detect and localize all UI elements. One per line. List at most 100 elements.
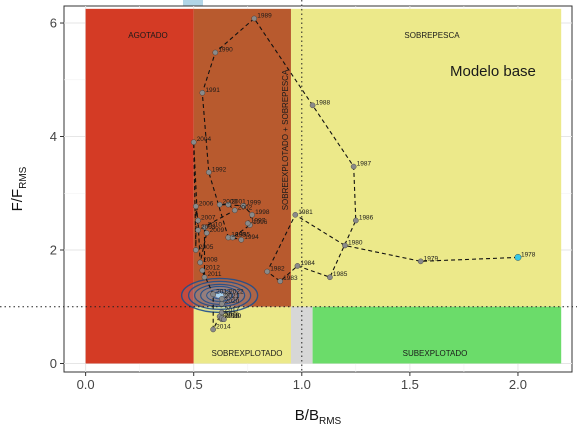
point-2011: [201, 274, 208, 281]
year-label-2020: 2020: [225, 298, 240, 305]
year-label-2012: 2012: [205, 264, 220, 271]
year-label-2000: 2000: [223, 199, 238, 206]
point-2009: [203, 230, 210, 236]
point-2021: [219, 295, 225, 302]
zone-labels: AGOTADO SOBREEXPLOTADO + SOBREPESCA SOBREP…: [128, 31, 467, 358]
point-1978: [514, 253, 522, 261]
density-contour: [180, 277, 259, 314]
year-label-1991: 1991: [205, 87, 220, 94]
point-2005: [193, 247, 199, 253]
point-1995: [229, 234, 236, 241]
year-label-2010: 2010: [208, 221, 223, 228]
zone-label-3: SOBREXPLOTADO: [212, 349, 283, 358]
year-label-2007: 2007: [201, 214, 216, 221]
year-label-1999: 1999: [246, 200, 261, 207]
point-1984: [294, 263, 301, 269]
point-1990: [212, 49, 219, 56]
zone-4: [290, 306, 313, 364]
y-axis-title-main: F/F: [9, 189, 26, 212]
point-1982: [264, 268, 271, 275]
point-2008: [197, 259, 203, 266]
zone-0: [85, 8, 194, 364]
year-label-1978: 1978: [521, 251, 536, 258]
point-1986: [353, 217, 359, 224]
point-2001: [225, 201, 232, 208]
y-axis-title: F/FRMS: [9, 166, 29, 211]
y-axis-title-sub: RMS: [18, 166, 29, 189]
year-label-1987: 1987: [357, 161, 372, 168]
point-1989: [251, 15, 258, 22]
point-2000: [216, 201, 223, 208]
year-label-2019: 2019: [227, 313, 242, 320]
top-decor: [183, 0, 203, 10]
x-axis-title-sub: RMS: [319, 416, 342, 427]
year-label-1984: 1984: [300, 260, 315, 267]
point-1997: [244, 220, 251, 227]
year-label-1994: 1994: [244, 234, 259, 241]
zone-label-0: AGOTADO: [128, 31, 167, 40]
point-1981: [292, 212, 299, 218]
year-label-2021: 2021: [225, 293, 240, 300]
year-label-2006: 2006: [199, 200, 214, 207]
point-2012: [199, 267, 206, 274]
point-2022: [223, 291, 229, 298]
year-label-2005: 2005: [199, 244, 214, 251]
point-1994: [238, 236, 245, 243]
y-tick-label: 4: [50, 129, 57, 144]
year-label-2001: 2001: [231, 199, 246, 206]
year-label-1983: 1983: [283, 275, 298, 282]
point-2010: [201, 224, 208, 231]
point-2013: [210, 291, 216, 298]
year-label-1992: 1992: [212, 166, 227, 173]
year-label-1988: 1988: [316, 99, 331, 106]
point-1980: [342, 242, 348, 249]
x-tick-label: 2.0: [509, 377, 527, 392]
point-2004: [190, 139, 197, 145]
point-1983: [277, 278, 283, 285]
year-label-1986: 1986: [359, 214, 374, 221]
year-label-2003: 2003: [201, 224, 216, 231]
x-tick-label: 0.5: [185, 377, 203, 392]
year-label-1996: 1996: [253, 219, 268, 226]
year-label-2002: 2002: [238, 204, 253, 211]
y-tick-label: 6: [50, 16, 57, 31]
year-label-1981: 1981: [298, 209, 313, 216]
point-1998: [249, 212, 255, 218]
year-label-2022: 2022: [229, 288, 244, 295]
year-label-2014: 2014: [216, 323, 231, 330]
x-axis-title: B/BRMS: [295, 407, 342, 427]
year-label-1998: 1998: [255, 209, 270, 216]
year-label-2008: 2008: [203, 256, 218, 263]
point-1988: [309, 102, 316, 109]
point-1985: [327, 274, 333, 281]
points: [190, 15, 522, 333]
year-label-2016: 2016: [225, 313, 240, 320]
x-tick-label: 1.5: [401, 377, 419, 392]
year-label-1997: 1997: [251, 217, 266, 224]
y-tick-label: 2: [50, 243, 57, 258]
point-1991: [199, 90, 206, 96]
zone-label-2: SOBREPESCA: [404, 31, 460, 40]
year-label-2018: 2018: [225, 312, 240, 319]
point-2002: [231, 207, 238, 214]
year-label-2004: 2004: [197, 136, 212, 143]
point-1987: [350, 163, 357, 170]
point-2017: [219, 309, 225, 316]
point-1992: [206, 169, 212, 176]
zone-label-5: SUBEXPLOTADO: [403, 349, 468, 358]
year-label-1979: 1979: [424, 255, 439, 262]
year-label-2011: 2011: [208, 271, 222, 278]
x-tick-label: 1.0: [293, 377, 311, 392]
zone-5: [312, 306, 562, 364]
model-annotation: Modelo base: [450, 63, 536, 80]
x-tick-label: 0.0: [77, 377, 95, 392]
year-label-1985: 1985: [333, 271, 348, 278]
year-label-2009: 2009: [210, 227, 225, 234]
year-label-1980: 1980: [348, 239, 363, 246]
point-2020: [219, 301, 225, 307]
year-label-2013: 2013: [216, 288, 231, 295]
year-labels: 1978 1979 1980 1981 1982 1983 1984 1985 1986 1987…: [197, 12, 536, 330]
zone-3: [193, 306, 291, 364]
